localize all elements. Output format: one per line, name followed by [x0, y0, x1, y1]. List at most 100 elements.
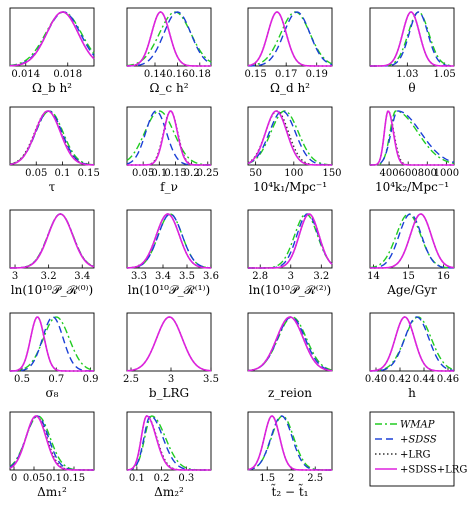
- x-tick-label: 3.4: [74, 271, 90, 282]
- x-tick-label: 0.25: [197, 168, 219, 179]
- x-tick-label: 0.5: [14, 374, 30, 385]
- panel-frame: [9, 312, 95, 372]
- series-line-wmap: [126, 110, 212, 166]
- x-tick-label: 3.3: [131, 271, 147, 282]
- series-line-wmap: [369, 213, 455, 269]
- x-tick-label: 2: [288, 473, 294, 484]
- series-line-sdss: [247, 316, 333, 372]
- panel-frame: [126, 411, 212, 471]
- x-tick-label: 1.5: [259, 473, 275, 484]
- panel-14: z_reion: [247, 312, 333, 400]
- legend: WMAP+SDSS+LRG+SDSS+LRG: [369, 411, 467, 487]
- x-axis-label: Ω_d h²: [270, 81, 310, 95]
- x-tick-label: 0.018: [53, 69, 82, 80]
- panel-3: 1.03 1.05 θ: [369, 7, 456, 95]
- series-line-lrg: [9, 213, 95, 269]
- x-tick-label: 0.15: [63, 473, 85, 484]
- x-axis-label: Ω_c h²: [149, 81, 188, 95]
- series-line-lrg: [126, 316, 212, 372]
- series-line-lrg: [369, 316, 454, 372]
- x-tick-label: 14: [367, 271, 380, 282]
- series-line-sdss: [126, 11, 212, 67]
- x-tick-label: 0.40: [365, 374, 387, 385]
- x-axis-label: θ: [408, 81, 415, 95]
- panel-8: 3 3.2 3.4ln(10¹⁰𝒫_ℛ⁽⁰⁾): [9, 209, 95, 297]
- series-line-lrg: [247, 316, 333, 372]
- series-line-wmap: [369, 316, 455, 372]
- x-tick-label: 3.2: [313, 271, 329, 282]
- series-line-sdss: [9, 213, 95, 269]
- panel-frame: [247, 209, 333, 269]
- series-line-both: [9, 11, 95, 67]
- series-line-sdss: [126, 110, 211, 166]
- x-tick-label: 2.8: [252, 271, 268, 282]
- x-axis-label: b_LRG: [149, 386, 189, 400]
- series-line-wmap: [247, 11, 333, 67]
- series-line-both: [126, 213, 212, 269]
- legend-frame: [369, 411, 455, 487]
- panel-frame: [126, 106, 212, 166]
- panel-frame: [247, 7, 333, 67]
- series-line-sdss: [369, 213, 455, 269]
- x-tick-label: 0.05: [23, 473, 45, 484]
- x-tick-label: 800: [418, 168, 437, 179]
- x-tick-label: 150: [322, 168, 341, 179]
- panel-4: 0.05 0.1 0.15 τ: [9, 106, 100, 194]
- panel-frame: [369, 7, 455, 67]
- x-tick-label: 50: [249, 168, 262, 179]
- x-tick-label: 3.5: [203, 374, 219, 385]
- series-line-lrg: [127, 110, 211, 166]
- series-line-sdss: [369, 110, 455, 166]
- series-line-both: [369, 316, 454, 372]
- series-line-sdss: [10, 316, 95, 372]
- series-line-both: [248, 213, 333, 269]
- series-line-both: [370, 11, 454, 67]
- x-tick-label: 0.46: [437, 374, 459, 385]
- x-tick-label: 0.1: [46, 473, 62, 484]
- x-axis-label: Age/Gyr: [386, 283, 437, 297]
- x-tick-label: 2.5: [123, 374, 139, 385]
- x-tick-label: 0.16: [166, 69, 188, 80]
- legend-label-sdss: +SDSS: [400, 435, 437, 446]
- x-tick-label: 3: [12, 271, 18, 282]
- legend-label-wmap: WMAP: [400, 420, 435, 431]
- panel-frame: [247, 106, 333, 166]
- series-line-lrg: [126, 213, 212, 269]
- x-tick-label: 0.17: [275, 69, 297, 80]
- x-axis-label: 10⁴k₁/Mpc⁻¹: [253, 180, 327, 194]
- series-line-both: [126, 11, 211, 67]
- series-line-sdss: [369, 316, 455, 372]
- series-line-wmap: [126, 11, 212, 67]
- x-axis-label: Δm₁²: [37, 485, 67, 499]
- series-line-both: [9, 110, 95, 166]
- panel-frame: [9, 106, 95, 166]
- x-tick-label: 0.44: [413, 374, 435, 385]
- x-tick-label: 0: [11, 473, 17, 484]
- x-tick-label: 0.19: [306, 69, 328, 80]
- panel-frame: [126, 209, 212, 269]
- x-axis-label: Ω_b h²: [32, 81, 72, 95]
- x-tick-label: 0.05: [25, 168, 47, 179]
- x-tick-label: 1.05: [434, 69, 456, 80]
- x-tick-label: 0.18: [189, 69, 211, 80]
- x-tick-label: 0.15: [78, 168, 100, 179]
- panel-frame: [9, 209, 95, 269]
- x-tick-label: 0.42: [389, 374, 411, 385]
- x-tick-label: 3.4: [155, 271, 171, 282]
- series-line-both: [370, 213, 455, 269]
- series-line-both: [9, 415, 94, 471]
- x-tick-label: 3: [288, 271, 294, 282]
- series-line-lrg: [370, 110, 454, 166]
- series-line-both: [247, 110, 332, 166]
- x-tick-label: 2.5: [307, 473, 323, 484]
- panel-1: 0.14 0.16 0.18Ω_c h²: [126, 7, 212, 95]
- series-line-wmap: [370, 11, 455, 67]
- panel-9: 3.3 3.4 3.5 3.6ln(10¹⁰𝒫_ℛ⁽¹⁾): [126, 209, 219, 297]
- panel-frame: [369, 209, 455, 269]
- x-tick-label: 0.2: [154, 473, 170, 484]
- series-line-wmap: [9, 316, 95, 372]
